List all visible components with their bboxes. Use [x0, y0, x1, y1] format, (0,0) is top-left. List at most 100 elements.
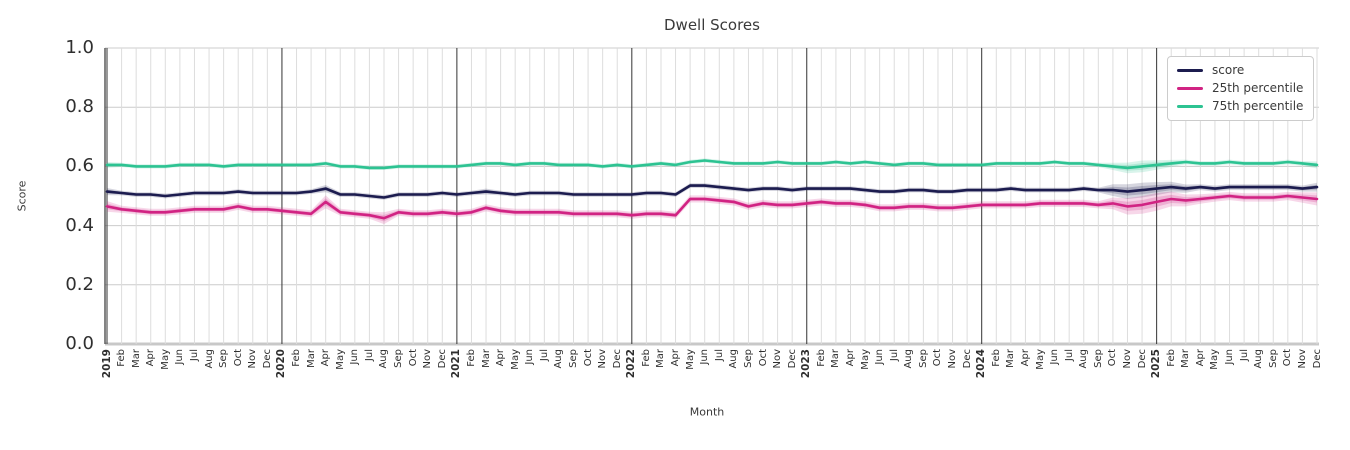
legend-item-75th-percentile: 75th percentile [1177, 100, 1303, 113]
x-tick-label-month: Apr [1019, 349, 1031, 367]
x-tick-label-month: Jun [1224, 349, 1236, 365]
series-line-25th-percentile [105, 194, 1319, 220]
series-line-75th-percentile [105, 159, 1319, 170]
x-tick-label-month: Jun [349, 349, 361, 365]
x-tick-label-month: Nov [1121, 349, 1133, 369]
y-tick-label: 0.4 [65, 214, 94, 236]
x-tick-label-month: May [509, 349, 521, 370]
x-tick-label-month: Jul [363, 349, 375, 362]
y-tick-label: 0.0 [65, 333, 94, 354]
x-tick-label-year: 2020 [275, 349, 288, 379]
x-tick-label-month: Oct [757, 349, 769, 367]
x-tick-label-month: Apr [844, 349, 856, 367]
x-tick-label-year: 2025 [1150, 349, 1163, 379]
x-tick-label-month: Feb [116, 349, 128, 367]
x-tick-label-month: Jul [713, 349, 725, 362]
x-tick-label-month: Oct [407, 349, 419, 367]
legend-label-score: score [1212, 63, 1245, 77]
x-tick-label-month: Aug [1253, 349, 1265, 369]
y-tick-label: 1.0 [65, 37, 94, 58]
x-tick-label-month: May [1209, 349, 1221, 370]
x-tick-label-year: 2023 [800, 349, 813, 379]
x-tick-label-month: May [159, 349, 171, 370]
x-tick-label-month: Sep [218, 349, 230, 368]
x-tick-label-month: Aug [1078, 349, 1090, 369]
score-line-swatch-icon [1177, 69, 1203, 72]
legend-label-75th-percentile: 75th percentile [1212, 99, 1304, 113]
x-tick-label-month: Sep [1092, 349, 1104, 368]
x-tick-label-month: Oct [582, 349, 594, 367]
x-tick-label-month: Jul [1238, 349, 1250, 362]
x-tick-label-month: Mar [655, 349, 667, 368]
y-axis-label: Score [15, 180, 29, 212]
x-tick-label-month: Oct [1282, 349, 1294, 367]
x-tick-label-month: Nov [247, 349, 259, 369]
x-tick-label-month: Mar [830, 349, 842, 368]
x-tick-label-month: Jun [699, 349, 711, 365]
x-tick-label-month: Dec [261, 349, 273, 369]
x-tick-label-month: Sep [393, 349, 405, 368]
x-tick-label-month: Aug [553, 349, 565, 369]
x-tick-label-month: Dec [436, 349, 448, 369]
x-tick-label-month: Feb [465, 349, 477, 367]
x-tick-label-month: Nov [772, 349, 784, 369]
x-tick-label-month: Oct [232, 349, 244, 367]
x-tick-label-month: Oct [1107, 349, 1119, 367]
x-tick-label-month: Oct [932, 349, 944, 367]
x-tick-label-month: Jul [538, 349, 550, 362]
x-tick-label-month: Dec [1136, 349, 1148, 369]
x-tick-label-month: Sep [917, 349, 929, 368]
x-tick-label-year: 2019 [100, 349, 113, 379]
x-tick-label-month: Apr [670, 349, 682, 367]
p75-line-swatch-icon [1177, 105, 1203, 108]
x-tick-label-month: Jun [524, 349, 536, 365]
x-tick-label-month: Apr [320, 349, 332, 367]
x-tick-label-month: Mar [130, 349, 142, 368]
x-tick-label-month: Jun [174, 349, 186, 365]
y-tick-label: 0.6 [65, 155, 94, 177]
x-tick-label-month: Aug [903, 349, 915, 369]
x-tick-label-month: Jun [1049, 349, 1061, 365]
x-tick-label-month: Mar [480, 349, 492, 368]
x-tick-label-month: Jun [874, 349, 886, 365]
x-tick-label-month: Jul [1063, 349, 1075, 362]
x-tick-label-year: 2024 [975, 349, 988, 379]
x-tick-label-month: Feb [815, 349, 827, 367]
x-tick-label-month: Mar [1005, 349, 1017, 368]
x-tick-label-month: Nov [597, 349, 609, 369]
x-tick-label-month: Mar [305, 349, 317, 368]
x-tick-label-month: Dec [786, 349, 798, 369]
x-tick-label-year: 2022 [625, 349, 638, 379]
x-tick-label-month: May [1034, 349, 1046, 370]
series-line-score [105, 184, 1319, 199]
x-tick-label-month: Feb [1165, 349, 1177, 367]
x-tick-label-month: Feb [640, 349, 652, 367]
x-tick-label-month: May [334, 349, 346, 370]
legend-label-25th-percentile: 25th percentile [1212, 81, 1304, 95]
x-tick-label-month: Apr [1194, 349, 1206, 367]
x-tick-label-month: Nov [947, 349, 959, 369]
x-tick-label-month: Sep [568, 349, 579, 368]
x-tick-label-month: Feb [291, 349, 303, 367]
x-tick-label-month: Mar [1180, 349, 1192, 368]
y-tick-label: 0.8 [65, 96, 94, 118]
p25-line-swatch-icon [1177, 87, 1203, 90]
y-tick-label: 0.2 [65, 273, 94, 295]
chart-title: Dwell Scores [664, 16, 760, 34]
x-tick-label-month: Dec [961, 349, 973, 369]
x-tick-label-month: Sep [1267, 349, 1279, 368]
x-tick-label-month: Aug [728, 349, 740, 369]
x-tick-label-month: Jul [188, 349, 200, 362]
x-tick-label-month: May [684, 349, 696, 370]
x-tick-label-month: Nov [422, 349, 434, 369]
x-tick-label-month: May [859, 349, 871, 370]
legend: score 25th percentile 75th percentile [1167, 56, 1315, 121]
x-tick-label-month: Sep [742, 349, 754, 368]
x-tick-label-month: Nov [1296, 349, 1308, 369]
x-tick-label-month: Jul [888, 349, 900, 362]
x-axis-label: Month [689, 405, 725, 419]
confidence-band-25th-percentile [107, 191, 1317, 225]
x-tick-label-month: Dec [1311, 349, 1323, 369]
